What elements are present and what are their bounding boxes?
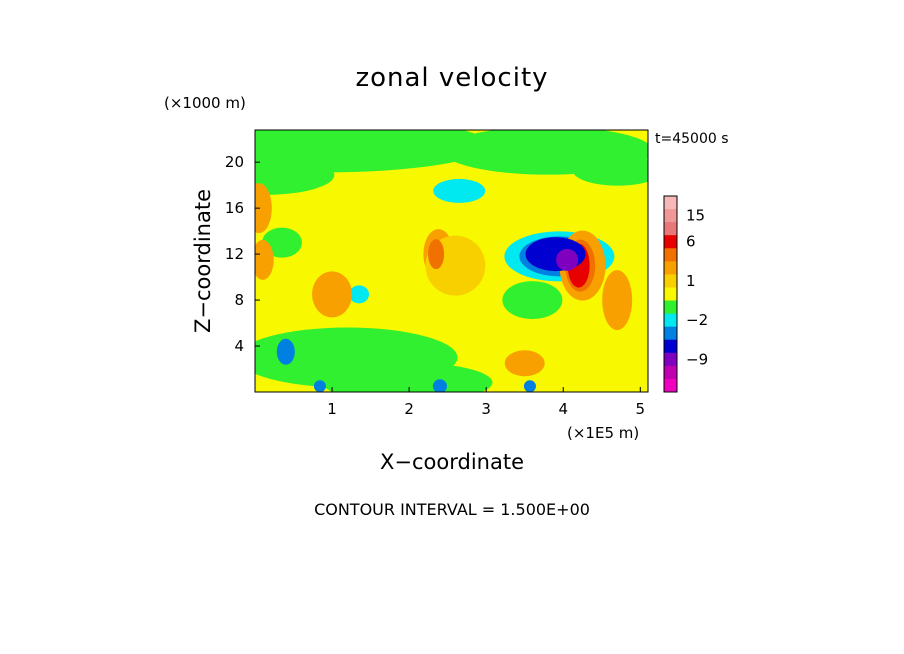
contour-region-mid-orange-cell [312,271,353,318]
contour-blob [255,183,272,234]
y-tick-label: 20 [225,153,244,171]
contour-blob [602,270,633,331]
contour-halo [349,285,370,304]
y-tick-label: 16 [225,199,244,217]
colorbar-frame [663,195,678,393]
colorbar-segment [664,274,677,288]
colorbar-labels: 15 6 1 −2 −9 [686,207,708,369]
x-tick-label: 1 [327,400,337,418]
x-axis: 1 2 3 4 5 [327,387,645,418]
colorbar [663,195,678,393]
colorbar-segment [664,365,677,380]
contour-blob [255,154,335,195]
colorbar-segment [664,287,677,302]
contour-blob [504,350,545,377]
colorbar-segment [664,339,677,354]
y-tick-label: 4 [234,337,244,355]
colorbar-segment [664,209,677,223]
colorbar-segment [664,196,677,210]
colorbar-label: 6 [686,233,696,251]
y-units-label: (×1000 m) [164,94,246,112]
time-label: t=45000 s [655,131,729,147]
contour-blob [322,362,493,392]
colorbar-segment [664,326,677,341]
x-tick-label: 4 [558,400,568,418]
contour-region-lower-green-band [255,327,493,392]
contour-blob [525,237,586,272]
contour-region-west-blue-cell [276,338,295,365]
contour-blob [276,338,295,365]
contour-blob [428,239,445,270]
contour-blob [312,271,353,318]
colorbar-label: −2 [686,311,708,329]
colorbar-segment [664,261,677,275]
y-tick-label: 12 [225,245,244,263]
colorbar-segment [664,352,677,367]
colorbar-label: −9 [686,350,708,368]
x-tick-label: 2 [404,400,414,418]
contour-region-east-navy-core [556,248,579,271]
colorbar-segment [664,248,677,262]
contour-halo [502,281,563,320]
contour-blob [432,379,447,392]
contour-region-upper-green-band-east [442,130,648,186]
contour-blob [523,380,536,392]
contour-region-south-orange-cell [504,350,545,377]
x-tick-label: 5 [636,400,646,418]
contour-region-far-east-orange-cell [602,270,633,331]
contour-region-west-orange-cell-low [255,239,274,280]
x-axis-label: X−coordinate [380,450,524,474]
plot-area [255,130,648,392]
x-tick-label: 3 [481,400,491,418]
velocity-field [255,130,648,392]
contour-region-centre-red-core [428,239,445,270]
contour-region-cyan-patch [433,178,486,203]
y-axis: 4 8 12 16 20 [225,153,260,355]
contour-blob [313,380,326,392]
colorbar-segment [664,300,677,315]
contour-region-upper-green-band [255,130,490,195]
contour-interval-label: CONTOUR INTERVAL = 1.500E+00 [314,500,590,519]
colorbar-label: 15 [686,207,705,225]
contour-region-east-blue-core [525,237,586,272]
colorbar-segment [664,235,677,249]
contour-blob [556,248,579,271]
x-units-label: (×1E5 m) [567,424,639,442]
contour-blob [572,155,648,186]
y-tick-label: 8 [234,291,244,309]
colorbar-segment [664,222,677,236]
contour-region-west-orange-cell [255,183,272,234]
colorbar-segment [664,378,677,393]
colorbar-segment [664,313,677,328]
colorbar-label: 1 [686,272,696,290]
contour-region-bottom-blue-cells [313,379,536,392]
plot-frame [254,129,649,393]
contour-blob [255,239,274,280]
chart-title: zonal velocity [355,63,548,93]
contour-blob [433,178,486,203]
y-axis-label: Z−coordinate [191,189,215,333]
contour-blob [255,130,490,173]
